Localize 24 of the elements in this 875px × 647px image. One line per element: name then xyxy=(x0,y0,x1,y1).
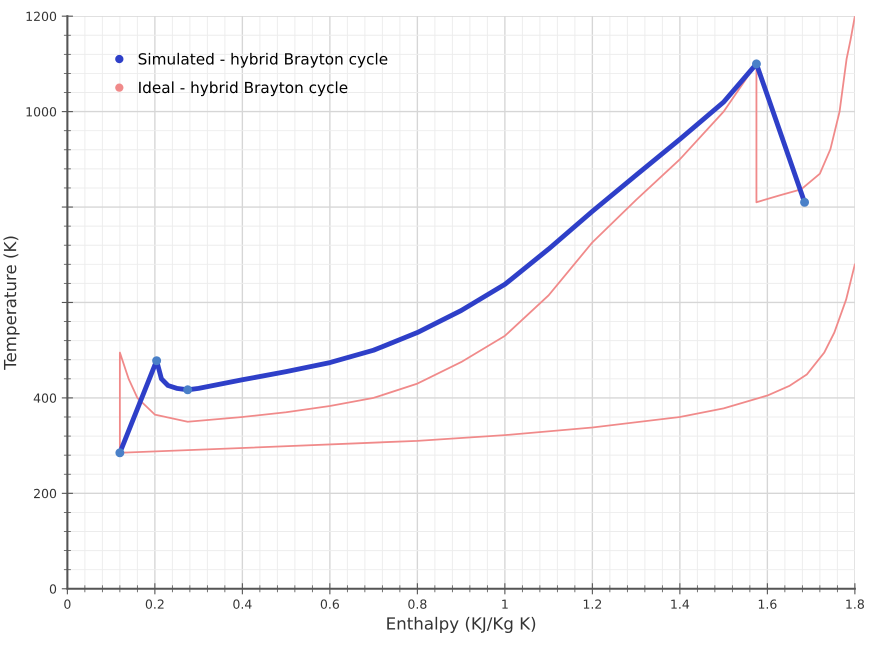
y-tick-label: 1000 xyxy=(26,107,56,117)
y-tick-label: 400 xyxy=(34,393,56,403)
x-tick-label: 1.2 xyxy=(584,599,602,609)
point xyxy=(115,448,124,458)
x-tick-label: 0.2 xyxy=(146,599,164,609)
x-tick-label: 0.8 xyxy=(408,599,426,609)
y-tick-label: 200 xyxy=(34,488,56,498)
point xyxy=(152,356,162,366)
y-tick-label: 1200 xyxy=(26,12,56,22)
x-tick-label: 1.4 xyxy=(671,600,690,609)
legend-label: Ideal - hybrid Brayton cycle xyxy=(139,81,348,96)
x-tick-label: 0.4 xyxy=(233,599,252,609)
x-tick-label: 1 xyxy=(502,600,508,609)
legend-label: Simulated - hybrid Brayton cycle xyxy=(138,52,388,68)
y-axis-title: Temperature (K) xyxy=(3,236,20,370)
point xyxy=(183,385,192,394)
x-tick-label: 0 xyxy=(64,599,71,609)
x-tick-label: 1.6 xyxy=(758,599,777,609)
point xyxy=(800,198,810,207)
y-tick-label: 0 xyxy=(50,584,56,594)
x-tick-label: 1.8 xyxy=(846,599,864,609)
x-axis-title: Enthalpy (KJ/Kg K) xyxy=(387,616,536,633)
x-tick-label: 0.6 xyxy=(320,599,340,609)
point xyxy=(752,59,761,68)
